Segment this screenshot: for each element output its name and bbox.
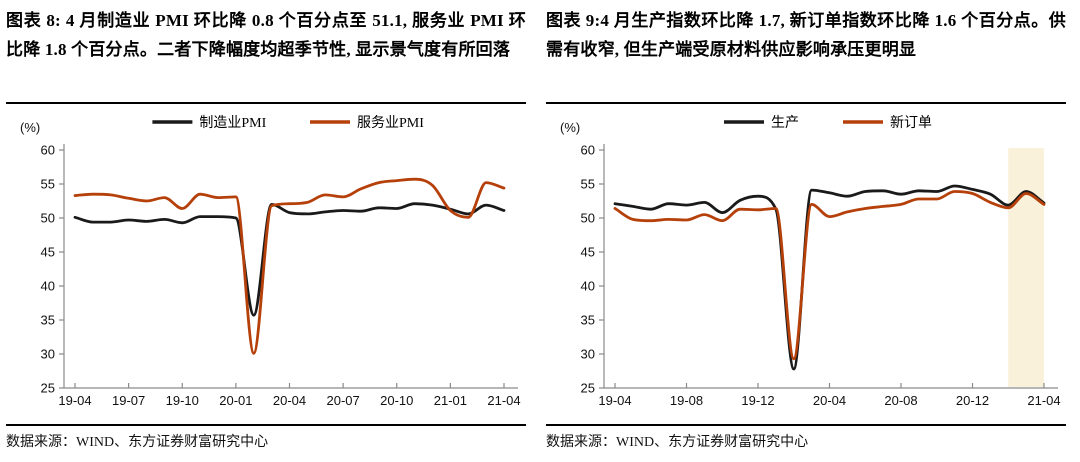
series-line-0 [73,202,506,317]
axes [63,144,518,389]
x-tick-label: 21-01 [434,393,467,408]
legend-label-0: 生产 [771,115,799,131]
y-tick-label: 55 [581,177,595,192]
x-tick-label: 20-04 [273,393,306,408]
x-tick-label: 20-10 [380,393,413,408]
y-axis-unit-label: (%) [20,120,40,135]
figure-9-source-rule [546,424,1066,426]
y-tick-label: 30 [41,347,55,362]
figure-9-source: 数据来源：WIND、东方证券财富研究中心 [546,435,809,450]
axes [603,144,1058,389]
highlight-band [1008,148,1044,387]
x-tick-label: 19-12 [741,393,774,408]
figure-9-title: 图表 9:4 月生产指数环比降 1.7, 新订单指数环比降 1.6 个百分点。供… [546,11,1066,60]
y-tick-label: 55 [41,177,55,192]
y-tick-label: 40 [581,279,595,294]
x-tick-label: 20-12 [956,393,989,408]
y-tick-label: 50 [581,211,595,226]
x-tick-label: 19-04 [58,393,91,408]
y-tick-label: 30 [581,347,595,362]
y-tick-label: 25 [581,381,595,396]
series-line-1 [613,190,1046,361]
y-tick-label: 45 [41,245,55,260]
x-tick-label: 20-07 [327,393,360,408]
y-tick-label: 60 [41,143,55,158]
x-tick-label: 19-04 [598,393,631,408]
x-tick-label: 19-08 [670,393,703,408]
y-tick-label: 45 [581,245,595,260]
y-tick-label: 60 [581,143,595,158]
x-tick-label: 20-01 [219,393,252,408]
y-axis-unit-label: (%) [560,120,580,135]
y-tick-label: 25 [41,381,55,396]
legend-label-0: 制造业PMI [199,115,266,131]
x-tick-label: 21-04 [487,393,520,408]
figure-9-title-rule [546,102,1066,104]
series-line-0 [613,184,1046,371]
x-tick-label: 19-07 [112,393,145,408]
figure-8-source: 数据来源：WIND、东方证券财富研究中心 [6,435,269,450]
figure-8-title-rule [6,102,526,104]
y-tick-label: 35 [581,313,595,328]
figure-9: 图表 9:4 月生产指数环比降 1.7, 新订单指数环比降 1.6 个百分点。供… [540,0,1080,462]
x-tick-label: 21-04 [1027,393,1060,408]
x-tick-label: 20-08 [884,393,917,408]
figure-8: 图表 8: 4 月制造业 PMI 环比降 0.8 个百分点至 51.1, 服务业… [6,11,526,450]
y-tick-label: 40 [41,279,55,294]
y-tick-label: 50 [41,211,55,226]
production-vs-new-orders-chart: 25 30 35 40 45 50 55 60 19-04 19-08 19-12 20-04 20-0… [560,115,1061,408]
legend-label-1: 服务业PMI [357,115,424,131]
manufacturing-vs-services-pmi-chart: 25 30 35 40 45 50 55 60 19-04 19-07 19-10 20-01 20-0… [20,115,521,408]
figure-8-source-rule [6,424,526,426]
figure-8-title: 图表 8: 4 月制造业 PMI 环比降 0.8 个百分点至 51.1, 服务业… [6,11,526,60]
series-line-1 [73,177,506,355]
x-tick-label: 19-10 [166,393,199,408]
legend-label-1: 新订单 [890,115,932,131]
x-tick-label: 20-04 [813,393,846,408]
y-tick-label: 35 [41,313,55,328]
